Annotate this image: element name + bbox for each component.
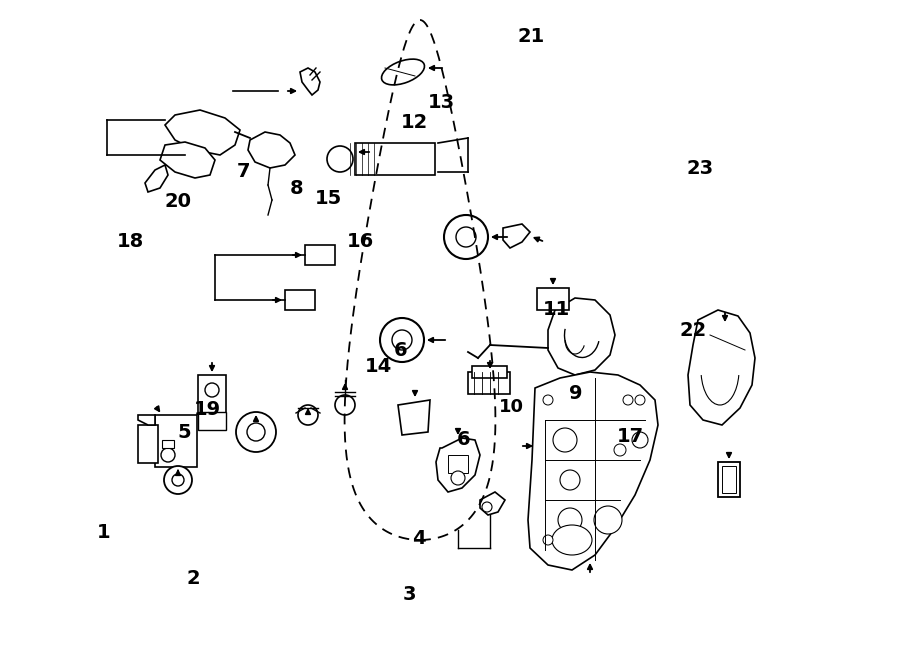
Circle shape — [392, 330, 412, 350]
Text: 1: 1 — [96, 523, 111, 541]
Text: 10: 10 — [499, 397, 524, 416]
Circle shape — [205, 383, 219, 397]
Ellipse shape — [552, 525, 592, 555]
Circle shape — [553, 428, 577, 452]
Circle shape — [560, 470, 580, 490]
Text: 8: 8 — [290, 179, 304, 198]
Text: 18: 18 — [117, 232, 144, 251]
Bar — [448, 455, 468, 473]
Text: 7: 7 — [236, 163, 250, 181]
Polygon shape — [688, 310, 755, 425]
Circle shape — [335, 395, 355, 415]
Text: 23: 23 — [687, 159, 714, 178]
Text: 16: 16 — [346, 232, 374, 251]
Bar — [138, 425, 158, 463]
Bar — [305, 245, 335, 265]
Polygon shape — [145, 165, 168, 192]
Polygon shape — [138, 415, 155, 425]
Circle shape — [482, 502, 492, 512]
Polygon shape — [248, 132, 295, 168]
Bar — [162, 440, 174, 448]
Bar — [468, 372, 510, 394]
Text: 2: 2 — [186, 569, 201, 588]
Bar — [285, 290, 315, 310]
Circle shape — [542, 438, 558, 454]
Text: 14: 14 — [364, 358, 392, 376]
Text: 13: 13 — [428, 93, 454, 112]
Circle shape — [635, 395, 645, 405]
Circle shape — [298, 405, 318, 425]
Text: 6: 6 — [393, 341, 408, 360]
Circle shape — [543, 395, 553, 405]
Circle shape — [558, 508, 582, 532]
Bar — [155, 415, 197, 467]
Text: 17: 17 — [616, 427, 643, 446]
Text: 22: 22 — [680, 321, 706, 340]
Circle shape — [614, 444, 626, 456]
Circle shape — [543, 535, 553, 545]
Polygon shape — [398, 400, 430, 435]
Text: 20: 20 — [165, 192, 192, 211]
Text: 9: 9 — [569, 384, 583, 403]
Bar — [536, 432, 574, 460]
Bar — [718, 462, 740, 497]
Text: 15: 15 — [315, 189, 342, 208]
Text: 11: 11 — [543, 300, 570, 319]
Polygon shape — [165, 110, 240, 155]
Circle shape — [161, 448, 175, 462]
Bar — [722, 466, 736, 493]
Bar — [198, 412, 226, 430]
Circle shape — [327, 146, 353, 172]
Polygon shape — [528, 372, 658, 570]
Bar — [472, 366, 507, 378]
Bar — [537, 288, 569, 310]
Circle shape — [380, 318, 424, 362]
Text: 5: 5 — [177, 424, 192, 442]
Text: 3: 3 — [403, 586, 416, 604]
Polygon shape — [436, 438, 480, 492]
Circle shape — [172, 474, 184, 486]
Circle shape — [236, 412, 276, 452]
Circle shape — [456, 227, 476, 247]
Circle shape — [444, 215, 488, 259]
Polygon shape — [480, 492, 505, 515]
Bar — [198, 375, 226, 413]
Circle shape — [632, 432, 648, 448]
Bar — [355, 143, 435, 175]
Polygon shape — [160, 142, 215, 178]
Text: 4: 4 — [411, 529, 426, 548]
Text: 19: 19 — [194, 401, 220, 419]
Polygon shape — [548, 298, 615, 375]
Text: 21: 21 — [518, 27, 544, 46]
Polygon shape — [300, 68, 320, 95]
Circle shape — [164, 466, 192, 494]
Text: 12: 12 — [400, 113, 428, 132]
Circle shape — [623, 395, 633, 405]
Polygon shape — [503, 224, 530, 248]
Ellipse shape — [382, 59, 425, 85]
Circle shape — [451, 471, 465, 485]
Circle shape — [247, 423, 265, 441]
Text: 6: 6 — [456, 430, 471, 449]
Circle shape — [594, 506, 622, 534]
